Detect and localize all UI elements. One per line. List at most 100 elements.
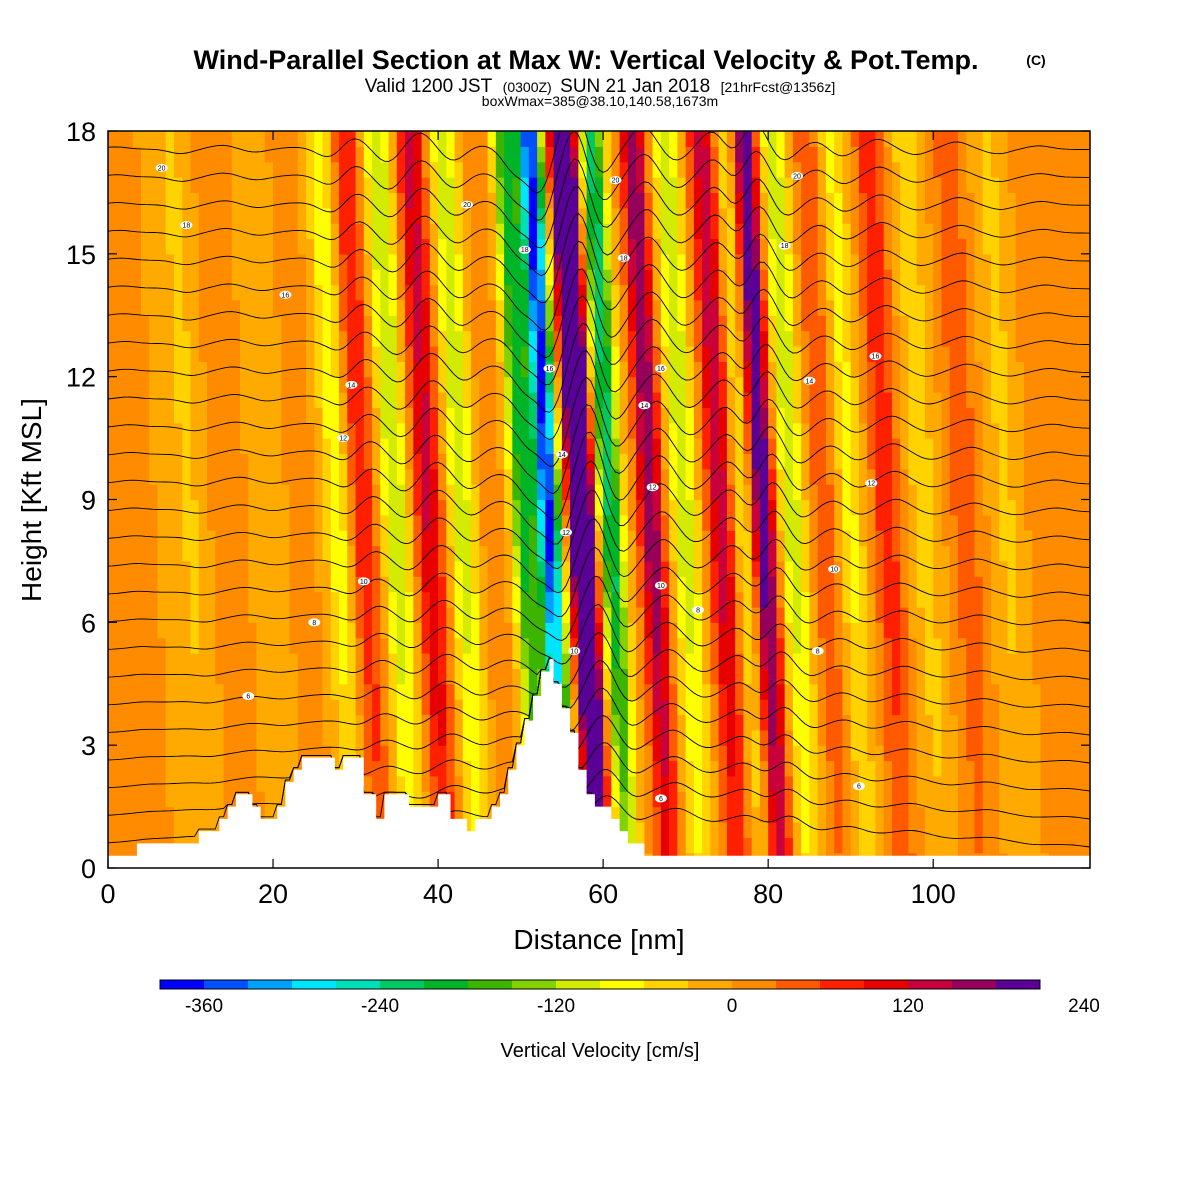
field-cell <box>619 791 629 808</box>
field-cell <box>875 806 885 823</box>
field-cell <box>957 453 967 470</box>
field-cell <box>504 131 513 147</box>
field-cell <box>339 146 348 163</box>
field-cell <box>669 192 678 209</box>
field-cell <box>801 484 811 501</box>
field-cell <box>347 407 357 424</box>
field-cell <box>471 330 480 347</box>
field-cell <box>512 683 522 700</box>
field-cell <box>801 591 811 608</box>
field-cell <box>578 637 588 654</box>
field-cell <box>718 330 728 347</box>
field-cell <box>108 576 117 593</box>
field-cell <box>405 468 414 485</box>
field-cell <box>578 177 588 194</box>
field-cell <box>677 177 687 194</box>
field-cell <box>207 806 216 823</box>
field-cell <box>413 484 423 501</box>
field-cell <box>487 161 497 178</box>
field-cell <box>660 821 670 838</box>
field-cell <box>941 591 951 608</box>
field-cell <box>726 422 736 439</box>
field-cell <box>537 269 546 286</box>
field-cell <box>396 269 406 286</box>
field-cell <box>190 284 200 301</box>
field-cell <box>611 376 621 393</box>
field-cell <box>941 269 951 286</box>
field-cell <box>223 438 233 455</box>
field-cell <box>619 745 629 762</box>
field-cell <box>619 422 629 439</box>
field-cell <box>157 407 167 424</box>
field-cell <box>306 560 315 577</box>
field-cell <box>842 192 852 209</box>
field-cell <box>396 622 406 639</box>
field-cell <box>454 392 464 408</box>
field-cell <box>190 207 200 224</box>
field-cell <box>297 438 307 455</box>
field-cell <box>429 576 439 593</box>
field-cell <box>644 315 654 332</box>
field-cell <box>165 591 175 608</box>
field-cell <box>627 177 637 194</box>
field-cell <box>545 146 555 163</box>
field-cell <box>438 376 447 393</box>
field-cell <box>801 745 811 762</box>
field-cell <box>570 576 579 593</box>
field-cell <box>726 775 736 792</box>
field-cell <box>248 668 258 685</box>
field-cell <box>174 760 183 777</box>
field-cell <box>759 745 769 762</box>
field-cell <box>751 791 761 808</box>
field-cell <box>248 453 258 470</box>
field-cell <box>281 131 291 147</box>
field-cell <box>735 146 745 163</box>
field-cell <box>933 821 943 838</box>
field-cell <box>817 207 827 224</box>
field-cell <box>429 146 439 163</box>
field-cell <box>660 775 670 792</box>
field-cell <box>165 177 175 194</box>
field-cell <box>809 284 819 301</box>
field-cell <box>198 499 208 516</box>
field-cell <box>231 545 241 562</box>
field-cell <box>223 683 233 700</box>
field-cell <box>908 837 918 854</box>
field-cell <box>190 775 200 792</box>
field-cell <box>875 223 885 240</box>
field-cell <box>289 422 299 439</box>
field-cell <box>636 192 645 209</box>
field-cell <box>933 161 943 178</box>
field-cell <box>264 284 274 301</box>
field-cell <box>768 606 778 623</box>
field-cell <box>834 837 844 854</box>
field-cell <box>495 484 505 501</box>
field-cell <box>553 146 563 163</box>
field-cell <box>867 668 877 685</box>
field-cell <box>578 576 588 593</box>
field-cell <box>157 745 167 762</box>
field-cell <box>743 622 753 639</box>
field-cell <box>240 376 249 393</box>
field-cell <box>157 484 167 501</box>
field-cell <box>891 821 901 838</box>
field-cell <box>776 146 786 163</box>
field-cell <box>124 622 134 639</box>
field-cell <box>215 407 225 424</box>
field-cell <box>908 177 918 194</box>
field-cell <box>223 714 233 731</box>
field-cell <box>215 161 225 178</box>
field-cell <box>479 668 489 685</box>
field-cell <box>710 745 720 762</box>
field-cell <box>644 821 654 838</box>
field-cell <box>957 791 967 808</box>
field-cell <box>479 499 489 516</box>
field-cell <box>240 345 249 362</box>
field-cell <box>223 269 233 286</box>
field-cell <box>479 653 489 669</box>
field-cell <box>660 545 670 562</box>
field-cell <box>388 192 398 209</box>
field-cell <box>322 223 332 240</box>
field-cell <box>916 284 926 301</box>
field-cell <box>446 438 456 455</box>
